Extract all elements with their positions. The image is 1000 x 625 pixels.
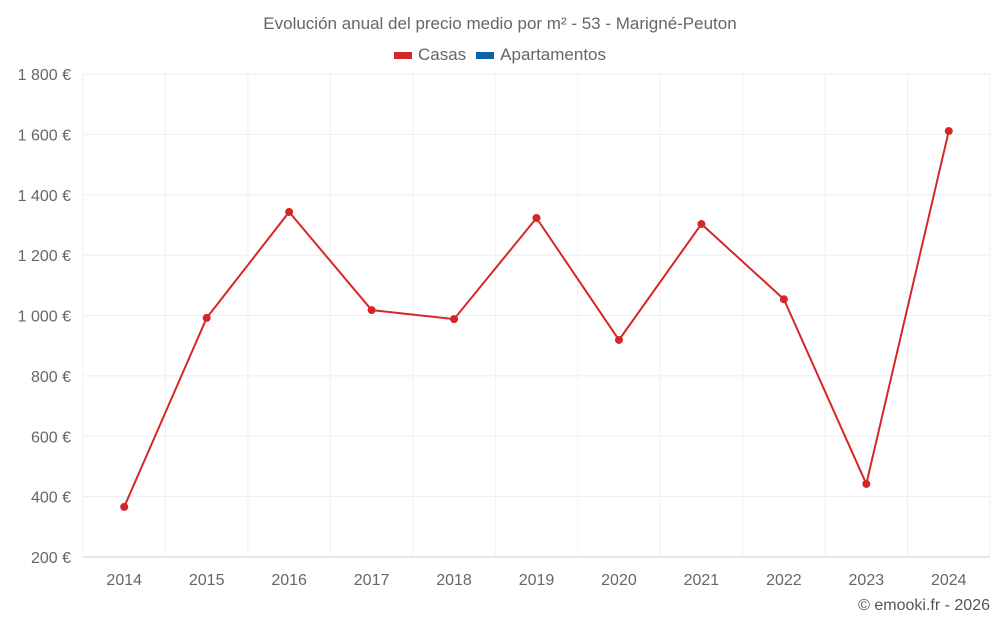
data-point	[367, 306, 376, 315]
x-tick-label: 2015	[189, 572, 225, 589]
legend-label-apartamentos: Apartamentos	[500, 45, 607, 64]
data-point	[450, 315, 459, 324]
x-tick-label: 2014	[106, 572, 142, 589]
x-tick-label: 2019	[519, 572, 555, 589]
legend-label-casas: Casas	[417, 45, 467, 64]
data-point	[944, 127, 953, 136]
y-tick-label: 200 €	[31, 550, 71, 567]
data-point	[862, 479, 871, 488]
y-tick-label: 1 000 €	[18, 309, 71, 326]
x-tick-label: 2016	[271, 572, 307, 589]
y-tick-label: 600 €	[31, 429, 71, 446]
x-tick-label: 2023	[849, 572, 885, 589]
legend-swatch-casas	[393, 51, 412, 59]
y-tick-label: 800 €	[31, 369, 71, 386]
x-tick-label: 2020	[601, 572, 637, 589]
y-tick-label: 400 €	[31, 490, 71, 507]
credit: © emooki.fr - 2026	[858, 597, 990, 614]
data-point	[779, 295, 788, 304]
data-point	[614, 335, 623, 344]
data-point	[202, 313, 211, 322]
legend-swatch-apartamentos	[476, 51, 495, 59]
data-point	[532, 213, 541, 222]
x-tick-label: 2021	[684, 572, 720, 589]
y-tick-label: 1 600 €	[18, 127, 71, 144]
x-tick-label: 2024	[931, 572, 967, 589]
x-tick-label: 2017	[354, 572, 390, 589]
y-tick-label: 1 200 €	[18, 248, 71, 265]
x-tick-label: 2022	[766, 572, 802, 589]
legend-item-apartamentos[interactable]: Apartamentos	[476, 45, 606, 65]
data-point	[285, 207, 294, 216]
legend-item-casas[interactable]: Casas	[393, 45, 467, 65]
x-tick-label: 2018	[436, 572, 472, 589]
y-tick-label: 1 800 €	[18, 67, 71, 84]
data-point	[697, 220, 706, 229]
chart-title: Evolución anual del precio medio por m² …	[263, 14, 737, 33]
data-point	[120, 502, 129, 511]
legend: Casas Apartamentos	[0, 45, 1000, 65]
y-tick-label: 1 400 €	[18, 188, 71, 205]
